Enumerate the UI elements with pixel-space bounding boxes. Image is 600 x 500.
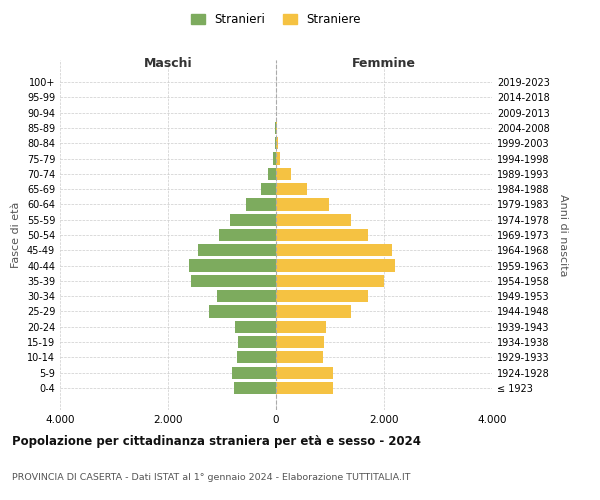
Bar	[276, 244, 392, 256]
Bar	[276, 229, 368, 241]
Bar	[274, 152, 276, 164]
Bar	[276, 137, 278, 149]
Bar	[191, 275, 276, 287]
Bar	[276, 275, 384, 287]
Bar	[276, 168, 291, 180]
Bar	[236, 352, 276, 364]
Bar	[276, 214, 350, 226]
Bar	[232, 366, 276, 379]
Bar	[276, 352, 323, 364]
Bar	[276, 320, 326, 333]
Bar	[198, 244, 276, 256]
Bar	[276, 336, 324, 348]
Bar	[276, 152, 280, 164]
Legend: Stranieri, Straniere: Stranieri, Straniere	[186, 8, 366, 31]
Y-axis label: Anni di nascita: Anni di nascita	[558, 194, 568, 276]
Bar	[234, 382, 276, 394]
Bar	[276, 366, 332, 379]
Bar	[276, 198, 329, 210]
Text: PROVINCIA DI CASERTA - Dati ISTAT al 1° gennaio 2024 - Elaborazione TUTTITALIA.I: PROVINCIA DI CASERTA - Dati ISTAT al 1° …	[12, 473, 410, 482]
Y-axis label: Fasce di età: Fasce di età	[11, 202, 21, 268]
Bar	[217, 290, 276, 302]
Text: Femmine: Femmine	[352, 57, 416, 70]
Bar	[276, 183, 307, 195]
Bar	[235, 320, 276, 333]
Bar	[276, 260, 395, 272]
Bar	[276, 382, 332, 394]
Bar	[268, 168, 276, 180]
Bar	[275, 137, 276, 149]
Bar	[276, 306, 350, 318]
Bar	[209, 306, 276, 318]
Bar	[188, 260, 276, 272]
Text: Maschi: Maschi	[143, 57, 193, 70]
Bar	[246, 198, 276, 210]
Bar	[261, 183, 276, 195]
Text: Popolazione per cittadinanza straniera per età e sesso - 2024: Popolazione per cittadinanza straniera p…	[12, 435, 421, 448]
Bar	[238, 336, 276, 348]
Bar	[220, 229, 276, 241]
Bar	[276, 290, 368, 302]
Bar	[230, 214, 276, 226]
